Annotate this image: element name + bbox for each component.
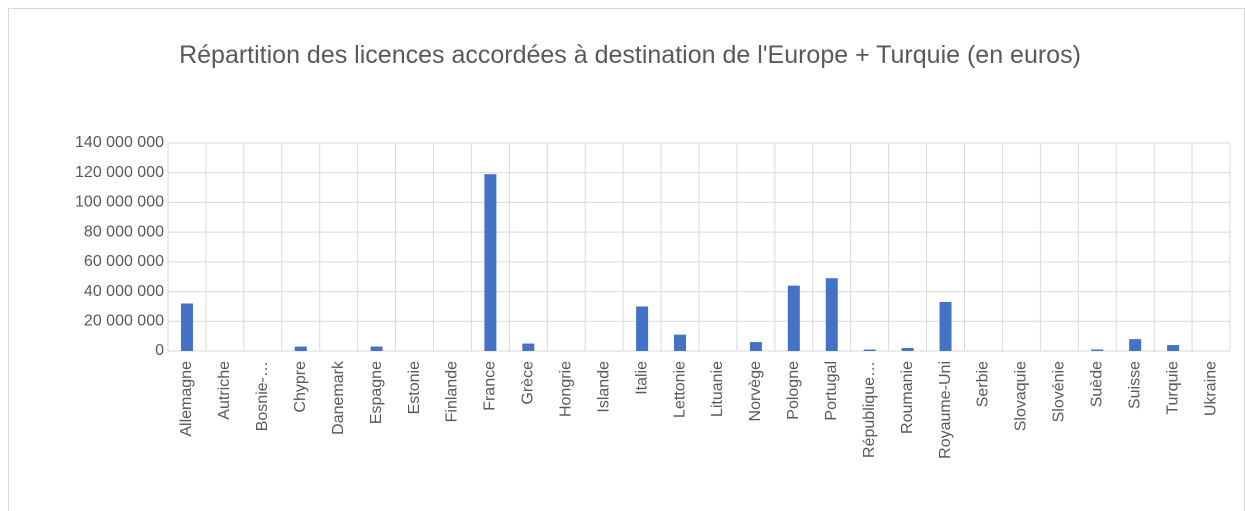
bar bbox=[901, 348, 914, 351]
y-tick-label: 100 000 000 bbox=[75, 194, 164, 211]
x-tick-label: Allemagne bbox=[178, 361, 195, 437]
x-tick-label: Lituanie bbox=[709, 361, 726, 417]
x-tick-label: Italie bbox=[633, 361, 650, 395]
y-tick-label: 20 000 000 bbox=[84, 313, 164, 330]
x-tick-label: Ukraine bbox=[1202, 361, 1219, 416]
x-tick-label: Chypre bbox=[292, 361, 309, 413]
y-tick-label: 60 000 000 bbox=[84, 253, 164, 270]
bar bbox=[825, 278, 838, 351]
bar bbox=[636, 306, 649, 351]
x-tick-label: Suisse bbox=[1126, 361, 1143, 409]
bar bbox=[1167, 345, 1180, 351]
bar bbox=[787, 285, 800, 351]
x-tick-label: Roumanie bbox=[899, 361, 916, 434]
bar bbox=[522, 343, 535, 351]
x-tick-label: Islande bbox=[595, 361, 612, 413]
x-tick-label: Autriche bbox=[216, 361, 233, 420]
x-tick-label: Bosnie-… bbox=[254, 361, 271, 431]
x-tick-label: Estonie bbox=[406, 361, 423, 414]
x-tick-label: Hongrie bbox=[557, 361, 574, 417]
bar bbox=[674, 334, 687, 351]
x-tick-label: République… bbox=[861, 361, 878, 458]
bar bbox=[294, 346, 307, 351]
y-tick-label: 140 000 000 bbox=[75, 134, 164, 151]
x-tick-label: Danemark bbox=[330, 360, 347, 435]
x-tick-label: Royaume-Uni bbox=[937, 361, 954, 459]
x-tick-label: Portugal bbox=[823, 361, 840, 421]
bar bbox=[863, 349, 876, 351]
x-tick-label: Norvège bbox=[747, 361, 764, 422]
y-tick-label: 80 000 000 bbox=[84, 223, 164, 240]
x-tick-label: Finlande bbox=[444, 361, 461, 422]
bar bbox=[1091, 349, 1104, 351]
bar bbox=[939, 301, 952, 351]
x-tick-label: Turquie bbox=[1164, 361, 1181, 415]
y-tick-label: 40 000 000 bbox=[84, 283, 164, 300]
x-tick-label: France bbox=[482, 361, 499, 411]
x-tick-label: Pologne bbox=[785, 361, 802, 420]
x-tick-label: Suède bbox=[1088, 361, 1105, 407]
bar bbox=[180, 303, 193, 351]
chart-title: Répartition des licences accordées à des… bbox=[179, 41, 1081, 69]
bar bbox=[370, 346, 383, 351]
y-tick-label: 0 bbox=[155, 342, 164, 359]
x-tick-label: Slovaquie bbox=[1013, 361, 1030, 431]
x-tick-label: Lettonie bbox=[671, 361, 688, 418]
x-tick-label: Slovénie bbox=[1051, 361, 1068, 422]
x-tick-label: Espagne bbox=[368, 361, 385, 424]
bar bbox=[749, 342, 762, 351]
x-tick-label: Grèce bbox=[520, 361, 537, 405]
x-tick-label: Serbie bbox=[975, 361, 992, 407]
bar bbox=[484, 174, 497, 351]
y-tick-label: 120 000 000 bbox=[75, 164, 164, 181]
bar bbox=[1129, 339, 1142, 351]
